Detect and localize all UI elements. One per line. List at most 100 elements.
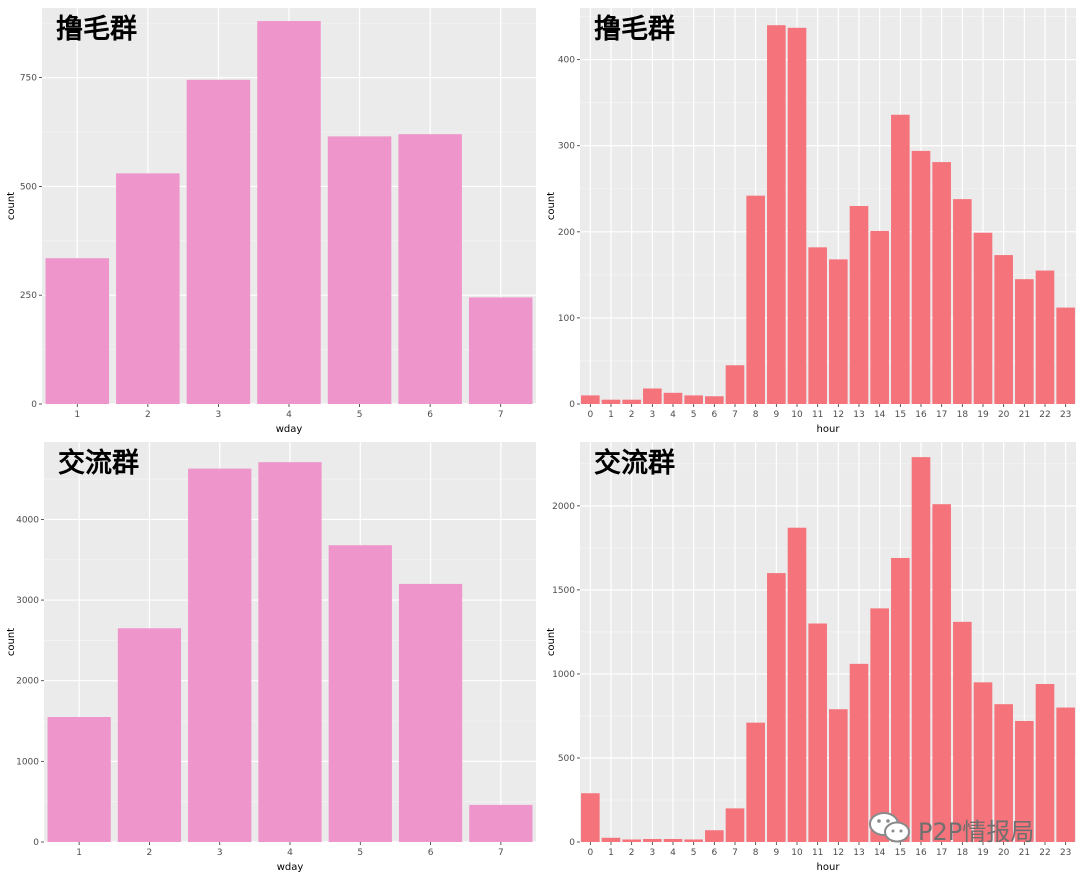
y-tick-label: 0 (569, 400, 575, 410)
x-tick-label: 8 (753, 410, 759, 420)
bar (932, 504, 951, 842)
x-tick-label: 2 (147, 848, 153, 858)
x-tick-label: 0 (587, 410, 593, 420)
bar (684, 839, 703, 842)
chart-bottom-left: 0 1000 2000 3000 4000 1 2 3 4 5 6 7 wday count 交流群 (6, 442, 536, 873)
x-tick-label: 23 (1060, 410, 1071, 420)
bar (849, 663, 869, 842)
y-tick-label: 500 (20, 182, 37, 192)
x-axis-title: wday (276, 424, 303, 435)
bar (116, 173, 180, 404)
bar (705, 396, 724, 404)
bar (258, 462, 322, 842)
x-tick-label: 7 (732, 848, 738, 858)
bar (117, 628, 182, 842)
x-tick-label: 5 (691, 848, 697, 858)
bar (1056, 307, 1075, 404)
x-tick-label: 3 (649, 410, 655, 420)
bar (891, 114, 910, 404)
x-tick-label: 10 (791, 410, 803, 420)
chart-title: 撸毛群 (594, 14, 675, 45)
y-tick-label: 0 (569, 838, 575, 848)
bar (186, 79, 251, 405)
bar (1015, 720, 1034, 842)
bar (891, 557, 910, 842)
y-tick-label: 0 (33, 838, 39, 848)
bar (601, 399, 621, 404)
x-tick-label: 4 (670, 848, 676, 858)
bar (1015, 279, 1034, 404)
x-tick-label: 18 (957, 410, 969, 420)
y-tick-label: 1000 (552, 670, 575, 680)
x-tick-label: 17 (936, 848, 947, 858)
plot-background (580, 442, 1076, 842)
x-tick-label: 16 (915, 848, 927, 858)
x-tick-label: 5 (357, 410, 363, 420)
bar (870, 230, 889, 404)
y-tick-label: 100 (558, 314, 575, 324)
bar (808, 247, 827, 404)
x-tick-label: 9 (773, 848, 779, 858)
bar (994, 704, 1013, 842)
wechat-icon (869, 812, 910, 843)
x-tick-label: 14 (874, 410, 886, 420)
x-tick-label: 20 (998, 410, 1010, 420)
bar (746, 195, 765, 404)
y-tick-label: 4000 (16, 515, 39, 525)
x-tick-label: 15 (895, 848, 906, 858)
bar (684, 395, 703, 404)
bar (725, 365, 745, 404)
bar (808, 623, 827, 842)
x-tick-label: 11 (812, 410, 823, 420)
x-axis-title: wday (277, 862, 304, 873)
x-tick-label: 5 (357, 848, 363, 858)
bar (663, 838, 683, 842)
x-tick-label: 2 (629, 848, 635, 858)
y-tick-label: 3000 (16, 596, 39, 606)
x-tick-label: 6 (428, 848, 434, 858)
x-tick-label: 2 (629, 410, 635, 420)
x-tick-label: 21 (1019, 410, 1030, 420)
x-tick-label: 2 (145, 410, 151, 420)
x-tick-label: 15 (895, 410, 906, 420)
x-tick-label: 22 (1039, 410, 1050, 420)
bar (398, 134, 462, 404)
bar (705, 830, 724, 842)
y-tick-label: 1500 (552, 586, 575, 596)
x-tick-label: 17 (936, 410, 947, 420)
bar (581, 395, 600, 404)
x-tick-label: 3 (216, 410, 222, 420)
y-tick-label: 0 (31, 400, 37, 410)
x-tick-label: 12 (833, 410, 844, 420)
bar (973, 232, 993, 404)
x-axis-title: hour (817, 862, 841, 873)
x-tick-label: 3 (649, 848, 655, 858)
y-tick-label: 2000 (16, 677, 39, 687)
bar (601, 837, 621, 842)
x-tick-label: 10 (791, 848, 803, 858)
bar (1056, 707, 1075, 842)
x-tick-label: 12 (833, 848, 844, 858)
watermark: P2P情报局 (868, 810, 1058, 850)
x-tick-label: 20 (998, 848, 1010, 858)
chart-panel-bottom-right: 0 500 1000 1500 2000 0 1 2 3 4 5 6 7 8 9 10 11 12 13 14 15 16… (540, 438, 1080, 876)
x-tick-label: 18 (957, 848, 969, 858)
chart-panel-top-right: 0 100 200 300 400 0 1 2 3 4 5 6 7 8 9 10 11 12 13 14 15 16 17 1… (540, 0, 1080, 438)
bar (45, 258, 110, 404)
bar (870, 608, 889, 842)
bar (911, 457, 931, 842)
bar (47, 717, 111, 842)
y-tick-label: 500 (558, 754, 575, 764)
y-tick-label: 750 (20, 74, 37, 84)
x-tick-label: 21 (1019, 848, 1030, 858)
y-axis-title: count (546, 192, 557, 220)
chart-panel-bottom-left: 0 1000 2000 3000 4000 1 2 3 4 5 6 7 wday count 交流群 (0, 438, 540, 876)
y-tick-label: 2000 (552, 502, 575, 512)
bar (973, 682, 993, 842)
plot-background (580, 8, 1076, 404)
x-tick-label: 6 (427, 410, 433, 420)
chart-title: 交流群 (58, 447, 139, 479)
bar (468, 297, 533, 404)
bar (581, 793, 600, 842)
